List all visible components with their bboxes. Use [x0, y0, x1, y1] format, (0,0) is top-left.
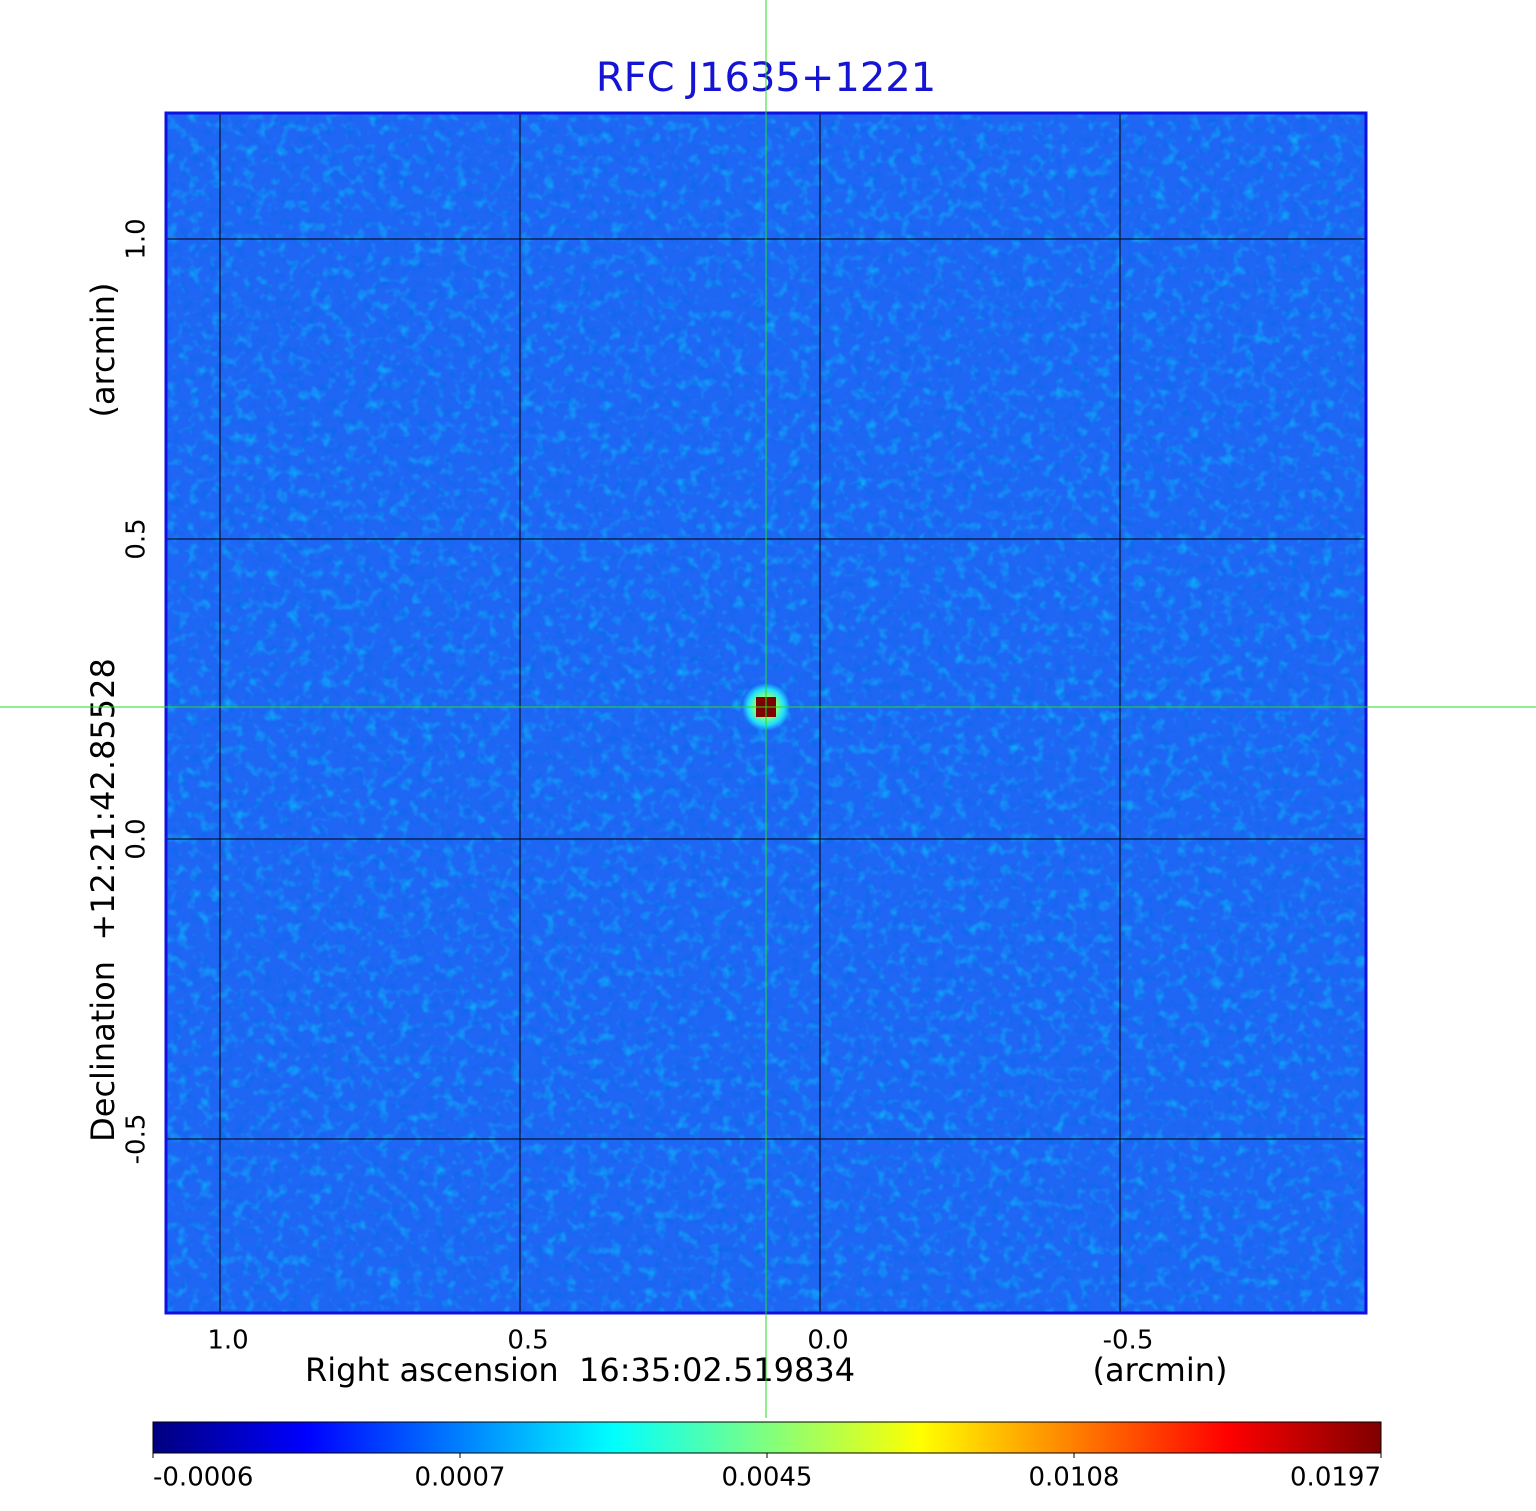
x-axis-label: Right ascension 16:35:02.519834 [305, 1351, 855, 1389]
x-tick-label: 0.0 [807, 1326, 848, 1356]
y-axis-unit: (arcmin) [84, 283, 122, 418]
y-tick-label: -0.5 [122, 1114, 152, 1165]
y-axis-label: Declination +12:21:42.85528 [84, 658, 122, 1142]
y-tick-label: 0.0 [122, 818, 152, 859]
colorbar-tick-label: 0.0197 [1290, 1463, 1381, 1493]
colorbar-tick-label: 0.0045 [722, 1463, 813, 1493]
x-tick-label: 0.5 [507, 1326, 548, 1356]
colorbar [152, 1421, 1382, 1454]
y-tick-label: 0.5 [122, 518, 152, 559]
x-tick-label: 1.0 [207, 1326, 248, 1356]
colorbar-tick-label: 0.0108 [1029, 1463, 1120, 1493]
x-axis-unit: (arcmin) [1093, 1351, 1228, 1389]
colorbar-tick-label: -0.0006 [153, 1463, 253, 1493]
x-tick-label: -0.5 [1103, 1326, 1154, 1356]
colorbar-tick-label: 0.0007 [415, 1463, 506, 1493]
y-tick-label: 1.0 [122, 218, 152, 259]
